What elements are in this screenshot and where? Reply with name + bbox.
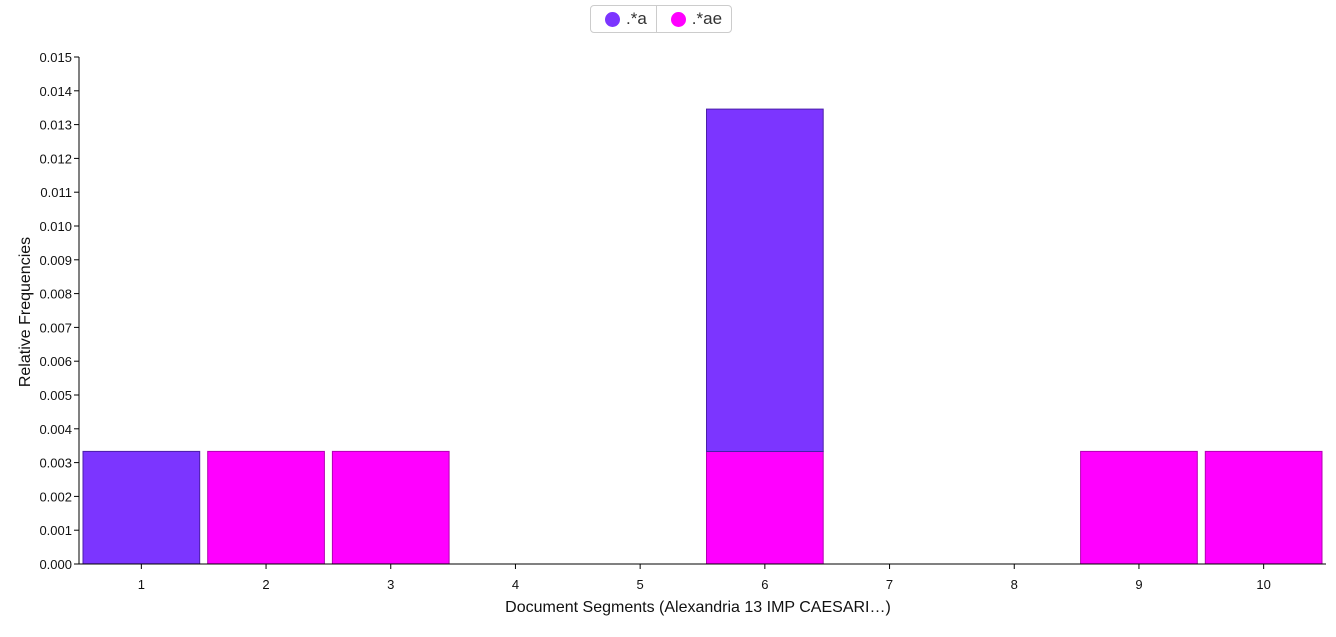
bar-a-segment-1[interactable]: [82, 450, 201, 565]
y-tick-label: 0.009: [39, 253, 72, 268]
legend-item-a[interactable]: .*a: [591, 6, 656, 32]
x-tick-label: 9: [1135, 577, 1142, 592]
bar-ae-segment-3[interactable]: [331, 450, 450, 565]
bar-a-segment-6[interactable]: [706, 108, 824, 452]
x-axis: 1 2 3 4 5 6 7 8 9 10: [79, 563, 1326, 592]
legend-label-ae: .*ae: [691, 9, 723, 28]
bar-ae-segment-6[interactable]: [706, 450, 824, 565]
legend-item-ae[interactable]: .*ae: [655, 6, 731, 32]
y-tick-label: 0.004: [39, 422, 72, 437]
x-tick-label: 4: [512, 577, 519, 592]
legend-swatch-a: [605, 11, 620, 27]
bar-ae-segment-9[interactable]: [1080, 450, 1198, 565]
y-tick-label: 0.008: [39, 287, 72, 302]
y-tick-label: 0.003: [39, 456, 72, 471]
x-tick-label: 7: [886, 577, 893, 592]
y-tick-label: 0.000: [39, 557, 72, 572]
y-tick-label: 0.013: [39, 118, 72, 133]
x-tick-label: 8: [1011, 577, 1018, 592]
y-tick-label: 0.012: [39, 151, 72, 166]
bar-group: [82, 108, 1323, 565]
y-tick-label: 0.011: [40, 185, 72, 200]
x-axis-label: Document Segments (Alexandria 13 IMP CAE…: [505, 599, 891, 616]
x-tick-label: 10: [1256, 577, 1270, 592]
y-axis: 0.000 0.001 0.002 0.003 0.004 0.005 0.006 0.007…: [39, 50, 80, 572]
y-tick-label: 0.010: [39, 219, 72, 234]
y-tick-label: 0.001: [39, 523, 72, 538]
y-tick-label: 0.006: [39, 354, 72, 369]
y-axis-label: Relative Frequencies: [17, 237, 34, 387]
x-tick-label: 3: [387, 577, 394, 592]
bar-ae-segment-2[interactable]: [207, 450, 325, 565]
x-tick-label: 1: [138, 577, 145, 592]
x-tick-label: 6: [761, 577, 768, 592]
legend-label-a: .*a: [626, 9, 647, 28]
chart-legend: .*a .*ae: [590, 5, 733, 33]
x-tick-label: 2: [262, 577, 269, 592]
bar-ae-segment-10[interactable]: [1204, 450, 1323, 565]
y-tick-label: 0.007: [39, 320, 72, 335]
legend-swatch-ae: [670, 11, 686, 27]
y-tick-label: 0.014: [39, 84, 72, 99]
y-tick-label: 0.005: [39, 388, 72, 403]
y-tick-label: 0.002: [39, 489, 72, 504]
y-tick-label: 0.015: [39, 50, 72, 65]
x-tick-label: 5: [637, 577, 644, 592]
